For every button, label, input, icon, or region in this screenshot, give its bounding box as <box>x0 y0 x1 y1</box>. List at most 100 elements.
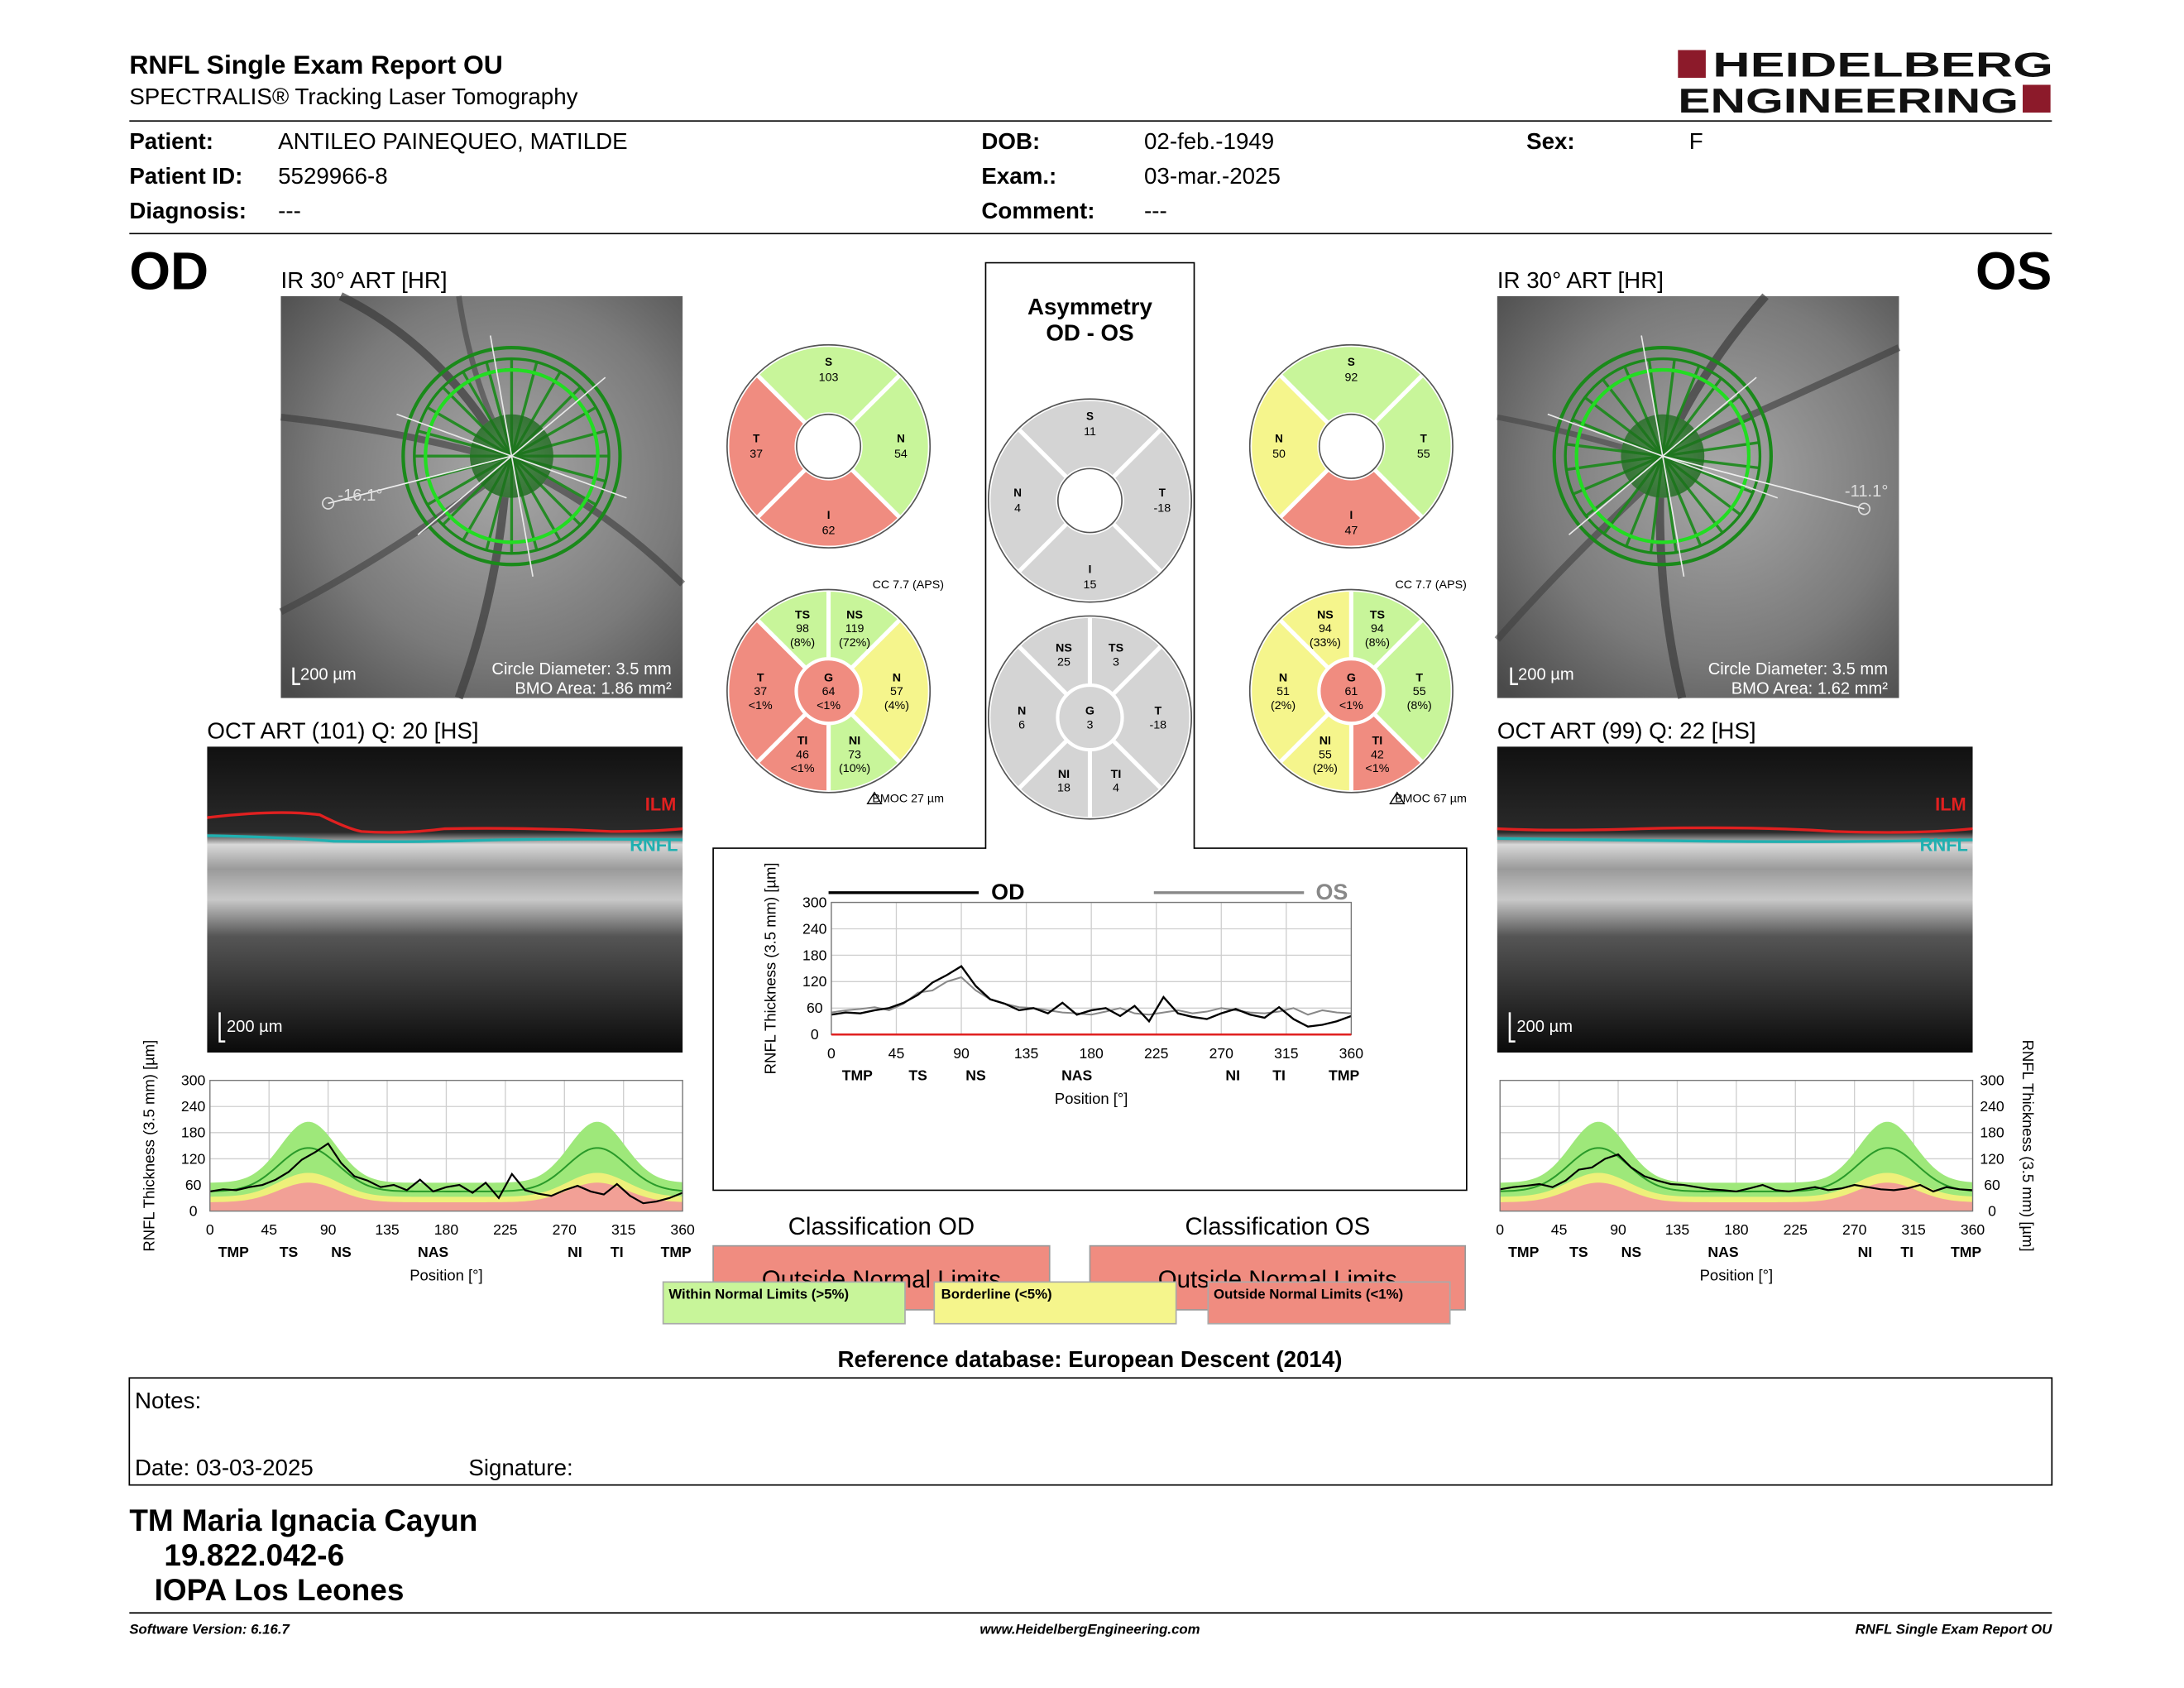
od-quadrant-diagram: S 103 T 37 N 54 I 62 <box>725 343 932 550</box>
os-sector-t-value: 55 <box>1417 448 1430 461</box>
asym-sector6-ni-line0: NI <box>1058 768 1070 781</box>
logo-line1: HEIDELBERG <box>1712 45 2053 84</box>
asym-xtick-360: 360 <box>1339 1045 1364 1062</box>
os-xtick-225: 225 <box>1784 1221 1808 1238</box>
patient-id-value: 5529966-8 <box>278 163 388 189</box>
sex-value: F <box>1689 128 1703 154</box>
od-ytick-120: 120 <box>181 1150 206 1167</box>
legend-borderline-box <box>933 1281 1177 1325</box>
classification-legend: Within Normal Limits (>5%) Borderline (<… <box>662 1281 1451 1325</box>
classification-od-title: Classification OD <box>788 1213 975 1240</box>
asymmetry-title: Asymmetry <box>1027 294 1153 319</box>
os-xtick-90: 90 <box>1610 1221 1626 1238</box>
asym-sector-n-value: 4 <box>1014 501 1021 515</box>
od-sector-s-name: S <box>825 356 832 368</box>
os-sector-i-name: I <box>1350 509 1353 521</box>
od-outside-band <box>209 1182 683 1211</box>
os-sector-t-name: T <box>1420 432 1428 444</box>
od-ytick-240: 240 <box>181 1098 206 1115</box>
operator-institution: IOPA Los Leones <box>155 1573 405 1607</box>
asym-xtick-225: 225 <box>1144 1045 1169 1062</box>
os-cc-label: CC 7.7 (APS) <box>1395 578 1466 592</box>
os-ilm-label: ILM <box>1935 794 1966 815</box>
od-xtick-45: 45 <box>261 1221 277 1238</box>
od-fundus-image: -16.1° 200 µm Circle Diameter: 3.5 mm BM… <box>279 292 686 700</box>
od-ilm-line <box>207 811 683 834</box>
od-rnfl-label: RNFL <box>630 834 678 855</box>
report-title: RNFL Single Exam Report OU <box>129 50 503 79</box>
od-sector6-ni-line0: NI <box>849 734 860 747</box>
os-sector6-g-line0: G <box>1347 671 1356 684</box>
logo-square-bottom <box>2023 84 2051 113</box>
asym-sector-label-1: TS <box>908 1067 927 1084</box>
od-sector-s-value: 103 <box>819 371 839 384</box>
os-sector-label-2: NS <box>1621 1244 1642 1260</box>
asym-sector-i-value: 15 <box>1084 578 1097 592</box>
od-ytick-60: 60 <box>185 1177 202 1193</box>
heidelberg-logo: HEIDELBERG ENGINEERING <box>1678 45 2053 120</box>
od-scan-inner-ring <box>424 367 600 544</box>
od-sector6-diagram: T37<1%TS98(8%)NS119(72%)N57(4%)NI73(10%)… <box>725 587 932 795</box>
os-sector-s-value: 92 <box>1344 371 1358 384</box>
exam-label: Exam.: <box>981 163 1056 189</box>
footer-website: www.HeidelbergEngineering.com <box>979 1621 1200 1637</box>
asym-ytick-300: 300 <box>802 894 827 910</box>
asym-sector6-g-line0: G <box>1085 705 1094 718</box>
od-eye-label: OD <box>129 242 208 301</box>
od-xlabel: Position [°] <box>410 1267 482 1284</box>
os-sector6-ni-line0: NI <box>1320 734 1331 747</box>
od-xtick-270: 270 <box>553 1221 577 1238</box>
asym-ytick-180: 180 <box>802 947 827 963</box>
asym-sector6-g <box>1056 683 1123 751</box>
os-scan-outer-ring <box>1552 345 1773 567</box>
asym-xtick-135: 135 <box>1014 1045 1039 1062</box>
asym-xlabel: Position [°] <box>1055 1090 1128 1107</box>
od-cc-label: CC 7.7 (APS) <box>873 578 944 592</box>
os-scan-inner-ring <box>1574 367 1751 544</box>
patient-value: ANTILEO PAINEQUEO, MATILDE <box>278 128 628 154</box>
od-sector-label-3: NAS <box>418 1244 448 1260</box>
asym-sector6-ns-line1: 25 <box>1057 655 1070 669</box>
dob-label: DOB: <box>981 128 1040 154</box>
asym-sector-s-value: 11 <box>1084 425 1096 439</box>
od-sector-t-name: T <box>753 432 760 444</box>
legend-outside-label: Outside Normal Limits (<1%) <box>1214 1286 1403 1302</box>
od-xtick-225: 225 <box>493 1221 518 1238</box>
od-sector6-ts-line1: 98 <box>796 622 809 635</box>
notes-date: Date: 03-03-2025 <box>135 1455 314 1480</box>
os-sector-label-6: TMP <box>1951 1244 1981 1260</box>
operator-name: TM Maria Ignacia Cayun <box>129 1503 477 1537</box>
asym-sector-t-name: T <box>1159 487 1166 499</box>
os-ytick-0: 0 <box>1988 1203 1996 1220</box>
od-sector6-ni-line1: 73 <box>848 748 861 761</box>
legend-borderline-label: Borderline (<5%) <box>941 1286 1052 1302</box>
classification-os-title: Classification OS <box>1185 1213 1370 1240</box>
od-oct-image: ILM RNFL 200 µm <box>207 746 683 1053</box>
os-sector6-g-line2: <1% <box>1339 699 1363 712</box>
od-sector-label-0: TMP <box>218 1244 249 1260</box>
asym-sector6-g-line1: 3 <box>1087 719 1094 732</box>
os-sector6-n-line2: (2%) <box>1271 699 1296 712</box>
os-sector-s-name: S <box>1348 356 1355 368</box>
os-ilm-line <box>1497 826 1973 834</box>
os-sector-i-value: 47 <box>1344 524 1358 537</box>
os-sector6-t-line1: 55 <box>1413 685 1426 698</box>
os-xtick-0: 0 <box>1496 1221 1504 1238</box>
od-sector6-g <box>795 657 862 725</box>
sex-label: Sex: <box>1526 128 1575 154</box>
od-sector6-n-line0: N <box>893 671 901 684</box>
patient-id-label: Patient ID: <box>129 163 242 189</box>
comment-label: Comment: <box>981 198 1094 223</box>
os-sector6-ti-line0: TI <box>1372 734 1383 747</box>
od-xtick-135: 135 <box>375 1221 400 1238</box>
notes-signature: Signature: <box>468 1455 572 1480</box>
os-ytick-300: 300 <box>1980 1072 2004 1089</box>
od-sector-label-4: NI <box>568 1244 582 1260</box>
notes-box[interactable] <box>128 1377 2053 1486</box>
os-bmoc-label: BMOC 67 µm <box>1395 793 1467 806</box>
os-sector6-ts-line2: (8%) <box>1365 636 1390 650</box>
od-bmoc-label: BMOC 27 µm <box>872 793 944 806</box>
asymmetry-subtitle: OD - OS <box>1046 320 1133 346</box>
asym-sector-label-0: TMP <box>842 1067 873 1084</box>
